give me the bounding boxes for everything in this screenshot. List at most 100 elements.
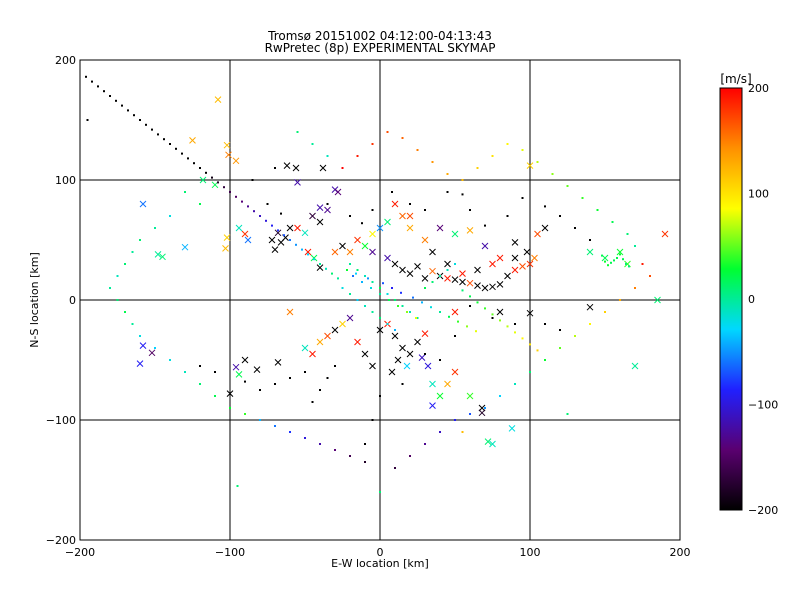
data-point-x [286, 224, 294, 232]
data-point-dot [283, 234, 285, 237]
data-point-dot [469, 209, 471, 211]
data-point-dot [169, 359, 171, 361]
data-point-x [324, 332, 331, 340]
data-point-x [399, 344, 406, 352]
x-axis-label: E-W location [km] [331, 557, 429, 570]
data-point-dot [454, 263, 456, 265]
data-point-x [292, 164, 300, 172]
data-point-x [294, 179, 301, 186]
data-point-x [159, 253, 166, 261]
data-point-dot [154, 347, 156, 349]
data-point-x [403, 362, 411, 370]
data-point-x [406, 224, 414, 232]
data-point-dot [491, 155, 494, 157]
data-point-dot [649, 275, 651, 277]
data-point-dot [506, 215, 509, 217]
data-point-dot [622, 258, 624, 261]
data-point-x [222, 245, 229, 252]
colorbar: [m/s] 200 100 0 −100 −200 [719, 72, 778, 517]
data-point-dot [544, 359, 546, 361]
data-point-x [661, 230, 669, 238]
data-point-x [223, 234, 231, 241]
data-point-x [466, 279, 474, 287]
y-tick-label: −100 [46, 414, 76, 427]
data-point-dot [634, 287, 636, 289]
data-point-x [541, 224, 549, 232]
data-point-x [444, 260, 451, 268]
data-point-dot [326, 203, 329, 205]
data-point-x [271, 246, 279, 253]
data-point-x [586, 248, 594, 256]
data-point-dot [319, 389, 321, 391]
data-point-dot [457, 320, 459, 323]
data-point-x [286, 308, 294, 316]
data-point-dot [454, 335, 456, 337]
data-point-x [346, 248, 354, 256]
data-point-dot [341, 167, 344, 169]
data-point-dot [544, 205, 546, 208]
data-point-dot [466, 325, 468, 328]
data-point-x [429, 267, 436, 275]
data-point-x [526, 260, 534, 268]
data-point-dot [199, 203, 201, 205]
data-point-dot [214, 395, 216, 397]
data-point-dot [514, 331, 516, 334]
data-point-dot [446, 191, 449, 193]
data-point-dot [271, 224, 273, 227]
data-point-dot [244, 413, 246, 415]
data-point-x [496, 308, 504, 316]
data-point-dot [289, 431, 291, 433]
data-point-x [316, 338, 324, 346]
data-point-x [418, 354, 426, 361]
data-point-x [478, 404, 486, 412]
data-point-x [654, 296, 661, 304]
data-point-dot [127, 109, 129, 112]
data-point-x [354, 338, 361, 346]
data-point-dot [139, 239, 141, 241]
data-point-dot [199, 383, 201, 385]
data-point-dot [199, 365, 201, 367]
data-point-dot [356, 155, 359, 157]
data-point-dot [304, 371, 306, 373]
data-point-dot [424, 353, 426, 355]
data-point-dot [401, 383, 404, 385]
data-point-dot [551, 173, 554, 175]
data-point-dot [439, 359, 441, 361]
data-point-x [361, 350, 369, 358]
data-point-dot [439, 431, 441, 433]
data-point-dot [121, 104, 123, 107]
colorbar-tick-label: 200 [748, 82, 769, 95]
data-point-dot [475, 330, 477, 333]
data-point-dot [313, 258, 315, 261]
data-point-dot [370, 287, 372, 289]
data-point-dot [386, 131, 389, 133]
data-point-x [154, 251, 162, 258]
data-point-dot [514, 323, 516, 325]
data-point-dot [506, 143, 509, 145]
data-point-x [421, 275, 429, 282]
data-point-dot [274, 383, 276, 385]
data-point-dot [229, 407, 231, 409]
data-point-x [436, 392, 444, 400]
data-point-dot [394, 467, 396, 469]
data-point-dot [259, 215, 261, 217]
data-point-dot [181, 152, 183, 155]
data-point-dot [223, 186, 225, 189]
data-point-dot [109, 95, 111, 97]
data-point-dot [356, 299, 359, 301]
data-point-x [481, 242, 489, 250]
data-point-dot [326, 155, 329, 157]
data-point-dot [484, 224, 486, 227]
data-point-dot [236, 485, 239, 487]
data-point-dot [386, 293, 389, 295]
data-point-x [304, 248, 312, 256]
data-point-dot [391, 287, 393, 289]
data-point-dot [85, 75, 87, 78]
chart-subtitle: RwPretec (8p) EXPERIMENTAL SKYMAP [265, 41, 496, 55]
data-point-dot [184, 191, 186, 193]
data-point-dot [103, 90, 105, 93]
data-point-x [429, 380, 436, 388]
data-point-dot [352, 275, 354, 277]
data-point-dot [199, 167, 201, 169]
